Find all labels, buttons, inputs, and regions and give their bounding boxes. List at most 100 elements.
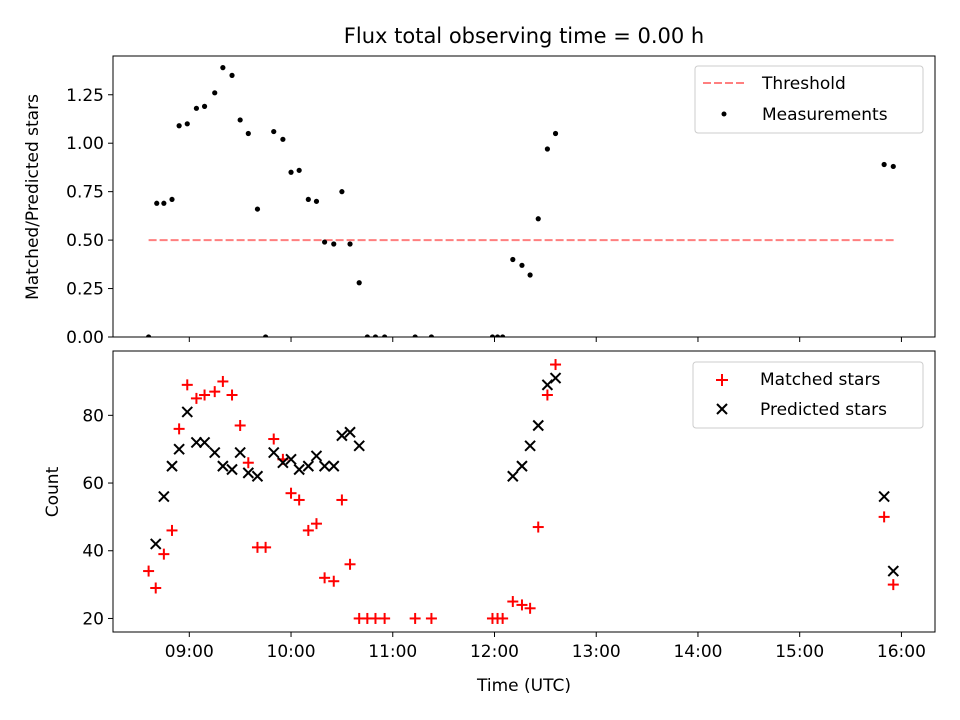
- measurement-point: [412, 334, 418, 337]
- matched-star-point: [541, 389, 553, 401]
- top-y-tick-label: 0.00: [66, 328, 104, 348]
- predicted-star-point: [209, 446, 221, 459]
- measurement-point: [313, 198, 320, 204]
- matched-star-point: [328, 575, 340, 587]
- measurement-point: [237, 117, 243, 123]
- top-legend-box: [694, 65, 924, 134]
- matched-star-point: [344, 558, 356, 570]
- predicted-star-point: [887, 565, 899, 577]
- top-y-tick-label: 0.50: [66, 231, 104, 251]
- measurement-point: [254, 206, 261, 212]
- measurement-point: [305, 196, 311, 203]
- predicted-star-point: [268, 446, 280, 459]
- matched-star-point: [516, 599, 528, 611]
- measurement-point: [881, 161, 887, 168]
- bottom-y-tick-label: 60: [82, 474, 104, 494]
- bottom-y-axis: 20 40 60 80: [82, 406, 113, 629]
- matched-star-point: [497, 612, 509, 624]
- matched-star-point: [336, 494, 348, 506]
- measurement-point: [382, 334, 388, 337]
- matched-star-point: [285, 487, 297, 499]
- bottom-legend-box: [692, 361, 924, 429]
- predicted-star-point: [181, 406, 193, 418]
- bottom-plot-frame: [112, 350, 936, 633]
- matched-star-point: [260, 541, 272, 553]
- measurement-point: [322, 239, 328, 245]
- predicted-star-point: [353, 440, 365, 452]
- legend-predicted-label: Predicted stars: [760, 400, 887, 420]
- matched-star-point: [550, 359, 562, 371]
- predicted-star-point: [190, 436, 203, 449]
- predicted-star-point: [549, 372, 562, 384]
- measurement-point: [201, 103, 208, 109]
- legend-matched-label: Matched stars: [760, 370, 880, 390]
- predicted-star-point: [166, 460, 178, 472]
- matched-star-point: [150, 582, 162, 594]
- x-axis-label: Time (UTC): [476, 676, 571, 696]
- top-legend: Threshold Measurements: [694, 65, 924, 134]
- matched-star-point: [242, 457, 254, 469]
- measurement-point: [193, 105, 200, 111]
- predicted-star-point: [344, 426, 356, 438]
- matched-star-point: [878, 511, 890, 523]
- matched-star-point: [409, 612, 421, 624]
- matched-star-point: [181, 379, 193, 391]
- matched-star-point: [310, 518, 322, 530]
- legend-matched-swatch: [716, 374, 728, 386]
- measurement-point: [535, 216, 541, 222]
- measurement-point: [364, 334, 370, 337]
- predicted-star-point: [524, 440, 536, 452]
- chart-title: Flux total observing time = 0.00 h: [344, 24, 704, 48]
- measurement-point: [527, 272, 533, 278]
- measurement-point: [229, 72, 235, 78]
- bottom-plot-marks: [143, 359, 899, 624]
- matched-star-point: [199, 389, 211, 401]
- measurement-point: [347, 241, 353, 247]
- measurement-point: [890, 163, 896, 170]
- legend-measurements-swatch: [721, 111, 727, 117]
- measurement-point: [146, 334, 152, 337]
- top-plot-frame: [112, 55, 936, 338]
- matched-star-point: [302, 524, 314, 536]
- bottom-legend: Matched stars Predicted stars: [692, 361, 924, 429]
- top-x-ticks: [188, 337, 902, 342]
- top-plot-panel: 0.00 0.25 0.50 0.75 1.00 1.25 Matched/Predict…: [23, 55, 936, 348]
- measurement-point: [500, 334, 506, 337]
- predicted-star-point: [507, 470, 519, 482]
- x-tick-label: 16:00: [877, 642, 926, 662]
- top-y-axis-label: Matched/Predicted stars: [23, 94, 43, 300]
- measurement-point: [212, 90, 218, 96]
- matched-star-point: [158, 548, 170, 560]
- legend-threshold-label: Threshold: [761, 74, 846, 94]
- predicted-star-point: [310, 450, 323, 462]
- predicted-star-point: [226, 463, 238, 476]
- predicted-star-point: [878, 490, 890, 503]
- measurement-point: [296, 167, 302, 173]
- predicted-star-point: [234, 446, 246, 459]
- predicted-star-point: [198, 436, 211, 449]
- measurement-point: [262, 334, 269, 337]
- measurement-point: [245, 130, 251, 137]
- measurement-point: [494, 334, 501, 337]
- measurement-point: [489, 334, 496, 337]
- legend-measurements-label: Measurements: [762, 105, 888, 125]
- measurement-point: [271, 128, 277, 135]
- predicted-star-point: [217, 460, 229, 472]
- x-tick-label: 11:00: [368, 642, 417, 662]
- measurement-point: [220, 65, 226, 71]
- predicted-star-point: [277, 457, 289, 469]
- measurement-point: [428, 334, 435, 337]
- predicted-star-point: [318, 460, 331, 472]
- x-tick-label: 15:00: [775, 642, 824, 662]
- matched-star-point: [532, 521, 544, 533]
- matched-star-point: [166, 524, 178, 536]
- x-tick-label: 09:00: [165, 642, 214, 662]
- predicted-star-point: [285, 453, 297, 466]
- measurement-point: [331, 241, 337, 247]
- x-tick-label: 13:00: [572, 642, 621, 662]
- measurement-point: [356, 280, 362, 286]
- x-tick-label: 14:00: [673, 642, 722, 662]
- predicted-star-point: [532, 419, 544, 432]
- matched-star-point: [887, 579, 899, 591]
- matched-star-point: [234, 419, 246, 431]
